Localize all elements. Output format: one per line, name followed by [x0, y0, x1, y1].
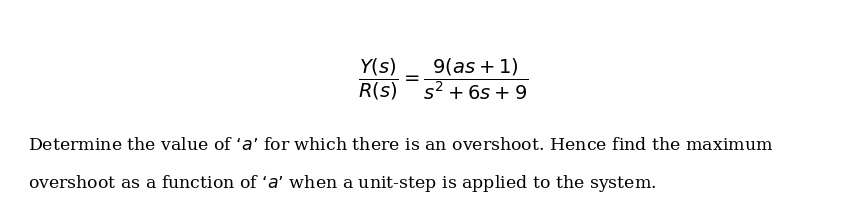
Text: overshoot as a function of ‘$\mathit{a}$’ when a unit-step is applied to the sys: overshoot as a function of ‘$\mathit{a}$… — [28, 173, 657, 193]
Text: Determine the value of ‘$\mathit{a}$’ for which there is an overshoot. Hence fin: Determine the value of ‘$\mathit{a}$’ fo… — [28, 137, 774, 154]
Text: $\dfrac{Y(s)}{R(s)} = \dfrac{9(\mathit{a}s + 1)}{s^2 + 6s + 9}$: $\dfrac{Y(s)}{R(s)} = \dfrac{9(\mathit{a… — [358, 57, 528, 102]
